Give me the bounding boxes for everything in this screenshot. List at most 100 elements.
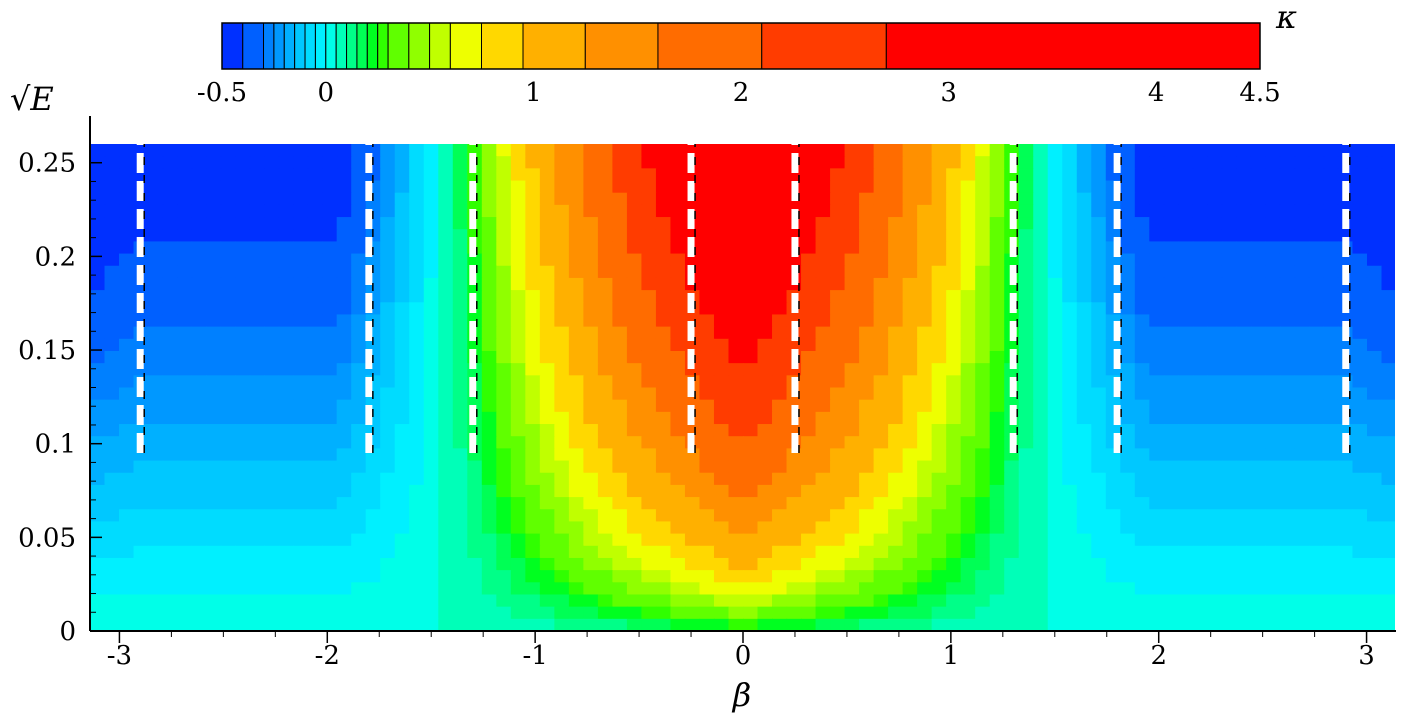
contour-cell	[1018, 484, 1034, 498]
contour-cell	[307, 448, 323, 462]
contour-cell	[859, 399, 875, 413]
contour-cell	[989, 509, 1005, 523]
contour-cell	[583, 241, 599, 255]
contour-cell	[772, 509, 788, 523]
contour-cell	[336, 168, 352, 182]
contour-cell	[438, 424, 454, 437]
contour-cell	[206, 557, 222, 571]
contour-cell	[699, 399, 715, 413]
contour-cell	[1047, 265, 1063, 279]
contour-cell	[612, 277, 628, 291]
contour-cell	[307, 326, 323, 340]
contour-cell	[235, 192, 251, 206]
contour-cell	[1250, 484, 1266, 498]
contour-cell	[859, 180, 875, 194]
contour-cell	[1381, 168, 1395, 182]
contour-cell	[1323, 326, 1339, 340]
contour-cell	[801, 533, 817, 547]
contour-cell	[946, 484, 962, 498]
contour-cell	[844, 570, 860, 583]
contour-cell	[1221, 594, 1237, 608]
contour-cell	[931, 156, 947, 169]
contour-cell	[394, 606, 410, 620]
contour-cell	[438, 582, 454, 596]
contour-cell	[162, 606, 178, 620]
contour-cell	[90, 533, 106, 547]
contour-cell	[815, 180, 831, 194]
contour-cell	[917, 399, 933, 413]
contour-cell	[888, 326, 904, 340]
contour-cell	[655, 460, 672, 474]
contour-cell	[1337, 460, 1354, 474]
contour-cell	[278, 144, 294, 157]
contour-cell	[699, 326, 715, 340]
contour-cell	[728, 229, 744, 243]
contour-cell	[1381, 436, 1395, 449]
contour-cell	[670, 375, 686, 389]
contour-cell	[510, 290, 526, 303]
contour-cell	[989, 229, 1005, 243]
contour-cell	[90, 521, 106, 535]
contour-cell	[1120, 229, 1136, 243]
contour-cell	[830, 606, 846, 620]
contour-cell	[844, 277, 860, 291]
contour-cell	[235, 411, 251, 425]
contour-cell	[235, 144, 251, 157]
contour-cell	[699, 204, 715, 218]
contour-cell	[307, 399, 323, 413]
contour-cell	[757, 448, 773, 462]
contour-cell	[423, 192, 439, 206]
contour-cell	[1250, 326, 1266, 340]
contour-cell	[960, 253, 976, 267]
contour-cell	[801, 387, 817, 401]
contour-cell	[1337, 606, 1354, 620]
contour-cell	[670, 387, 686, 401]
contour-cell	[554, 144, 570, 157]
contour-cell	[423, 497, 439, 510]
contour-cell	[90, 582, 106, 596]
contour-cell	[119, 338, 135, 352]
contour-cell	[191, 594, 207, 608]
contour-cell	[1076, 192, 1092, 206]
contour-cell	[743, 582, 759, 596]
contour-cell	[322, 460, 338, 474]
contour-cell	[1207, 156, 1223, 169]
contour-cell	[539, 302, 555, 316]
contour-cell	[510, 533, 526, 547]
contour-cell	[496, 594, 512, 608]
contour-cell	[423, 618, 439, 631]
contour-cell	[278, 582, 294, 596]
contour-cell	[148, 582, 164, 596]
contour-cell	[554, 204, 570, 218]
contour-cell	[104, 350, 120, 364]
contour-cell	[728, 606, 744, 620]
contour-cell	[90, 375, 106, 389]
contour-cell	[699, 253, 715, 267]
contour-cell	[1004, 460, 1020, 474]
contour-cell	[1323, 302, 1339, 316]
contour-cell	[815, 192, 831, 206]
contour-cell	[1279, 557, 1296, 571]
contour-cell	[1062, 436, 1078, 449]
contour-cell	[830, 229, 846, 243]
contour-cell	[496, 582, 512, 596]
contour-cell	[888, 156, 904, 169]
contour-cell	[917, 582, 933, 596]
contour-cell	[1178, 521, 1194, 535]
contour-cell	[1323, 180, 1339, 194]
contour-cell	[162, 399, 178, 413]
contour-cell	[249, 229, 265, 243]
contour-cell	[1076, 229, 1092, 243]
contour-cell	[1207, 399, 1223, 413]
contour-cell	[815, 326, 831, 340]
contour-cell	[1018, 375, 1034, 389]
contour-cell	[873, 350, 889, 364]
contour-cell	[1105, 521, 1121, 535]
contour-cell	[278, 448, 294, 462]
contour-cell	[423, 314, 439, 328]
contour-cell	[1308, 436, 1325, 449]
contour-cell	[1279, 533, 1296, 547]
contour-cell	[1004, 533, 1020, 547]
contour-cell	[1308, 424, 1325, 437]
contour-cell	[844, 265, 860, 279]
